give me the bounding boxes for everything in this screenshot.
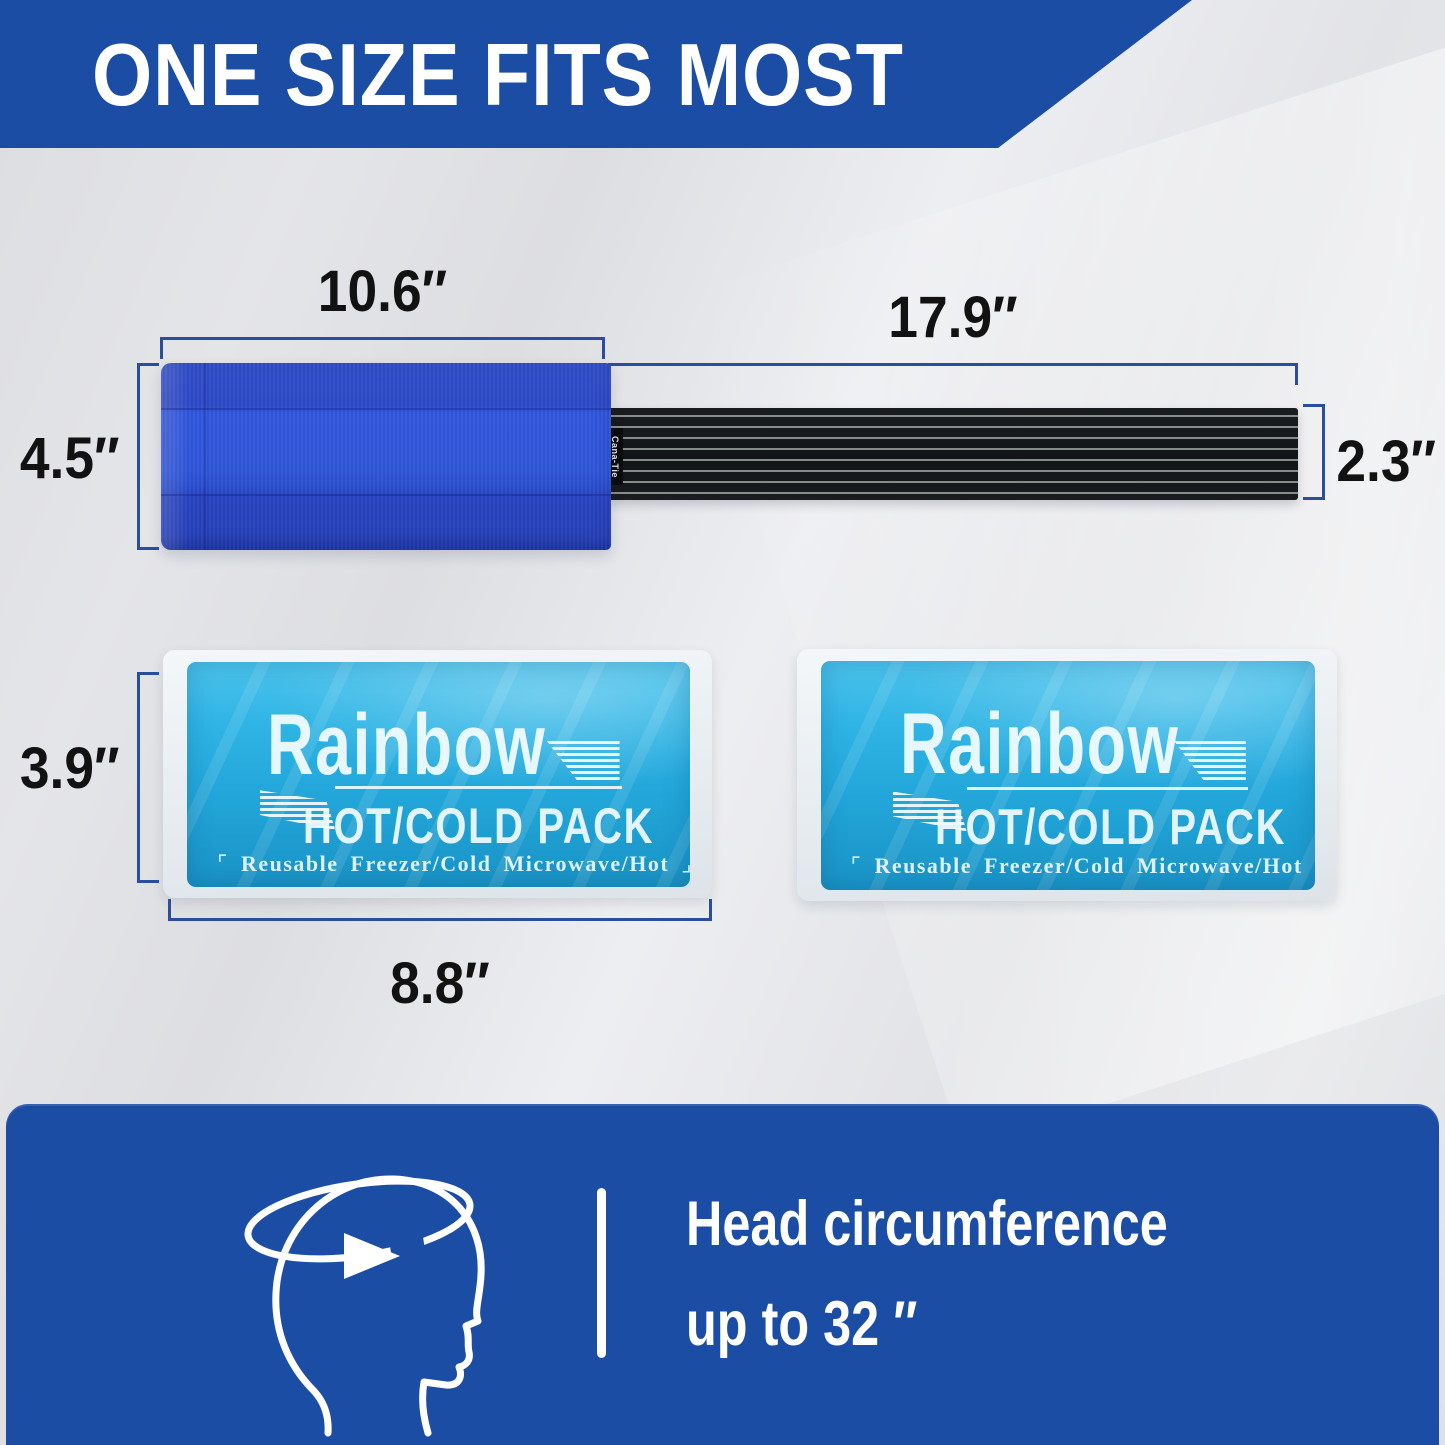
- dim-line-pack-width: [168, 899, 712, 921]
- dim-line-strap-width: [1303, 404, 1325, 500]
- dim-label-pack-width: 8.8″: [390, 951, 490, 1016]
- pack-subtitle-text: Reusable Freezer/Cold Microwave/Hot: [240, 851, 670, 876]
- brand-logo: Rainbow: [900, 696, 1180, 793]
- dim-line-wrap-height: [137, 363, 159, 550]
- dim-label-strap-width: 2.3″: [1336, 429, 1437, 494]
- top-banner: ONE SIZE FITS MOST: [0, 0, 1192, 148]
- page-title: ONE SIZE FITS MOST: [92, 25, 904, 124]
- blue-wrap-pad: [161, 363, 611, 550]
- rotation-arrowhead-icon: [344, 1233, 400, 1279]
- corner-mark-right: ⌟: [681, 852, 690, 877]
- gel-pack: Rainbow HOT/COLD PACK ⌜ Reusable Freezer…: [797, 649, 1337, 901]
- corner-mark-left: ⌜: [850, 854, 863, 880]
- dim-label-wrap-width: 10.6″: [317, 259, 448, 324]
- brand-underline: [966, 786, 1249, 790]
- footer-panel: [6, 1104, 1439, 1445]
- gel-surface: Rainbow HOT/COLD PACK ⌜ Reusable Freezer…: [187, 662, 690, 887]
- dim-label-strap-length: 17.9″: [888, 285, 1018, 350]
- brand-underline: [335, 785, 623, 789]
- footer-line2: up to 32 ″: [686, 1289, 918, 1359]
- dim-line-pack-height: [137, 672, 159, 883]
- band-gap: [389, 1234, 429, 1284]
- head-profile-outline: [272, 1175, 485, 1437]
- brand-logo: Rainbow: [267, 696, 547, 793]
- dim-label-wrap-height: 4.5″: [19, 426, 120, 491]
- wrap-flap-seam: [203, 363, 206, 550]
- gel-pack: Rainbow HOT/COLD PACK ⌜ Reusable Freezer…: [163, 650, 712, 898]
- pack-title: HOT/COLD PACK: [302, 798, 654, 854]
- dim-label-pack-height: 3.9″: [19, 736, 120, 801]
- head-circumference-icon: [244, 1175, 485, 1437]
- pack-title: HOT/COLD PACK: [934, 799, 1286, 856]
- speed-lines-icon: [1174, 741, 1246, 782]
- dim-line-wrap-width: [160, 337, 605, 359]
- strap-tag-label: Cana-Tie: [610, 435, 620, 478]
- background-sheen: [685, 0, 1445, 1151]
- pack-subtitle: ⌜ Reusable Freezer/Cold Microwave/Hot ⌟: [850, 853, 1315, 880]
- gel-surface: Rainbow HOT/COLD PACK ⌜ Reusable Freezer…: [821, 661, 1315, 890]
- footer-line1: Head circumference: [686, 1189, 1168, 1259]
- pack-subtitle-text: Reusable Freezer/Cold Microwave/Hot: [874, 853, 1303, 879]
- speed-lines-icon: [546, 740, 620, 781]
- wrap-seam: [161, 493, 611, 496]
- dim-line-strap-length: [608, 363, 1298, 385]
- elastic-strap: Cana-Tie: [606, 408, 1298, 500]
- footer-divider: [597, 1188, 606, 1358]
- wrap-seam: [161, 407, 611, 410]
- corner-mark-left: ⌜: [217, 852, 229, 877]
- pack-subtitle: ⌜ Reusable Freezer/Cold Microwave/Hot ⌟: [217, 851, 690, 877]
